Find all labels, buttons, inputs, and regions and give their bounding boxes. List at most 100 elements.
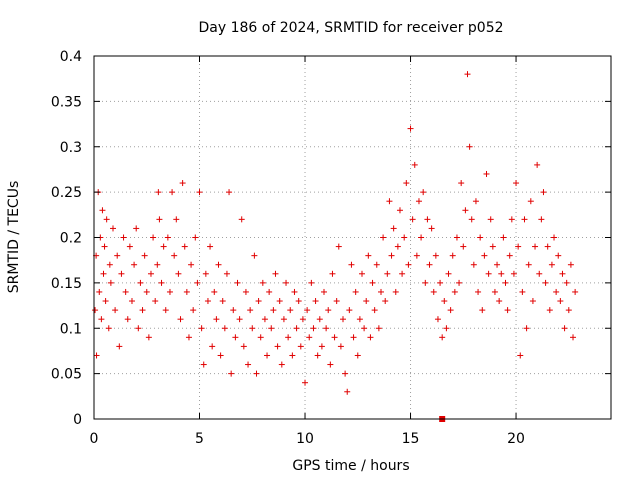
data-point: [464, 71, 471, 78]
data-point: [266, 288, 273, 295]
data-point: [207, 243, 214, 250]
data-point: [344, 388, 351, 395]
data-point: [483, 170, 490, 177]
data-point: [152, 298, 159, 305]
data-point: [413, 252, 420, 259]
data-point: [494, 261, 501, 268]
data-point: [424, 216, 431, 223]
data-point: [451, 288, 458, 295]
y-tick-label: 0.1: [60, 321, 82, 337]
data-point: [128, 298, 135, 305]
data-point: [166, 288, 173, 295]
data-point: [101, 243, 108, 250]
data-point: [561, 325, 568, 332]
data-point: [211, 288, 218, 295]
data-point: [443, 325, 450, 332]
data-point: [223, 270, 230, 277]
data-point: [295, 298, 302, 305]
data-point: [369, 279, 376, 286]
data-point: [291, 288, 298, 295]
data-point: [437, 279, 444, 286]
data-point: [502, 279, 509, 286]
data-point: [380, 234, 387, 241]
data-point: [285, 334, 292, 341]
data-point: [293, 325, 300, 332]
data-point: [318, 343, 325, 350]
data-point: [253, 370, 260, 377]
data-point: [179, 180, 186, 187]
data-point: [106, 261, 113, 268]
data-point: [409, 216, 416, 223]
y-axis-label: SRMTID / TECUs: [6, 181, 22, 294]
data-point: [510, 270, 517, 277]
data-point: [185, 334, 192, 341]
data-point: [506, 252, 513, 259]
data-point: [487, 216, 494, 223]
x-tick-label: 5: [195, 431, 204, 447]
data-point: [116, 343, 123, 350]
data-point: [422, 279, 429, 286]
data-point: [226, 189, 233, 196]
data-point: [445, 270, 452, 277]
data-point: [548, 261, 555, 268]
data-point: [327, 361, 334, 368]
data-point: [350, 334, 357, 341]
data-point: [194, 279, 201, 286]
data-point: [527, 198, 534, 205]
data-point: [392, 288, 399, 295]
data-point: [570, 334, 577, 341]
data-point: [491, 288, 498, 295]
data-point: [538, 216, 545, 223]
data-point: [276, 298, 283, 305]
data-point: [367, 334, 374, 341]
data-point: [137, 279, 144, 286]
data-point: [426, 261, 433, 268]
data-point: [171, 252, 178, 259]
data-point: [472, 198, 479, 205]
data-point: [420, 189, 427, 196]
data-point: [447, 307, 454, 314]
y-tick-label: 0.2: [60, 231, 82, 247]
data-point: [559, 270, 566, 277]
data-point: [155, 189, 162, 196]
data-point: [521, 216, 528, 223]
data-point: [102, 298, 109, 305]
data-point: [396, 207, 403, 214]
data-point: [280, 316, 287, 323]
data-point: [375, 325, 382, 332]
data-point: [329, 270, 336, 277]
data-point: [430, 288, 437, 295]
data-point: [462, 207, 469, 214]
data-point: [112, 307, 119, 314]
data-point: [198, 325, 205, 332]
x-axis-label: GPS time / hours: [292, 458, 409, 474]
data-point: [365, 252, 372, 259]
data-point: [508, 216, 515, 223]
data-point: [546, 307, 553, 314]
data-point: [470, 261, 477, 268]
data-point: [475, 288, 482, 295]
data-point: [542, 279, 549, 286]
data-point: [133, 225, 140, 232]
data-point: [200, 361, 207, 368]
data-point: [555, 252, 562, 259]
data-point: [268, 325, 275, 332]
data-point: [221, 325, 228, 332]
data-point: [453, 234, 460, 241]
data-point: [532, 243, 539, 250]
data-point: [247, 307, 254, 314]
x-tick-label: 10: [296, 431, 314, 447]
data-point: [145, 334, 152, 341]
data-point: [384, 270, 391, 277]
data-point: [122, 288, 129, 295]
axis-ticks: 0 5 10 15 20 0 0.05 0.1 0.15 0.2 0.25 0.3 0.35 0.4: [51, 49, 611, 447]
data-point: [103, 216, 110, 223]
data-point: [274, 343, 281, 350]
data-point: [335, 243, 342, 250]
data-point: [403, 180, 410, 187]
data-point: [352, 288, 359, 295]
x-tick-label: 0: [90, 431, 99, 447]
data-point: [557, 298, 564, 305]
y-tick-label: 0.3: [60, 140, 82, 156]
data-point: [489, 243, 496, 250]
